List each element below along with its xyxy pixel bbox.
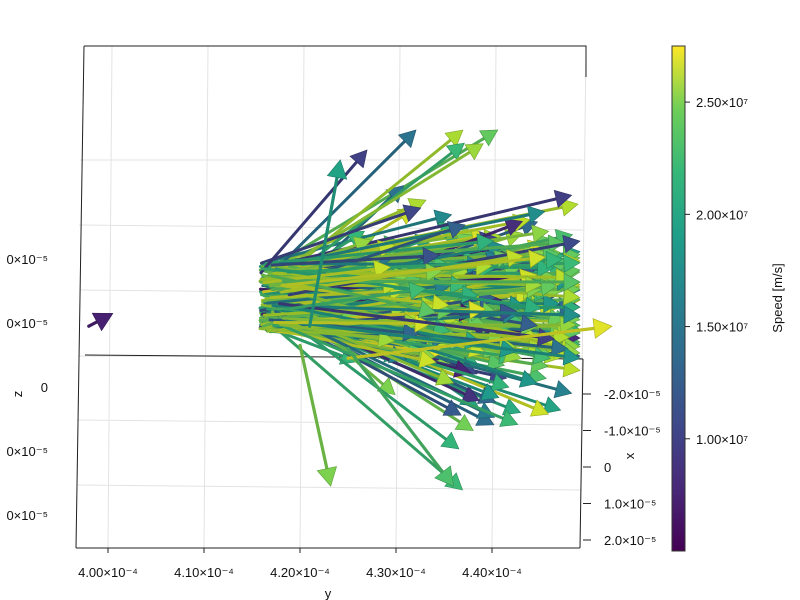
vector-arrow [298,343,337,487]
x-axis-tick-label: 0 [604,460,611,475]
colorbar-label: Speed [m/s] [770,263,785,332]
vector-field [258,129,581,491]
x-axis-tick-label: -1.0×10⁻⁵ [604,424,661,439]
colorbar-tick-label: 1.00×10⁷ [696,432,748,447]
vector-arrow [87,312,114,332]
colorbar-ticks: 1.00×10⁷ 1.50×10⁷ 2.00×10⁷ 2.50×10⁷ [685,95,748,447]
z-axis-label: z [10,391,25,398]
colorbar-tick-label: 2.50×10⁷ [696,95,748,110]
z-axis-ticks: 0×10⁻⁵ 0×10⁻⁵ 0 0×10⁻⁵ 0×10⁻⁵ [6,252,48,523]
y-axis-tick-label: 4.20×10⁻⁴ [270,565,330,580]
colorbar: 1.00×10⁷ 1.50×10⁷ 2.00×10⁷ 2.50×10⁷ Speed [… [671,45,785,552]
y-axis-ticks: 4.00×10⁻⁴ 4.10×10⁻⁴ 4.20×10⁻⁴ 4.30×10⁻⁴ 4.40… [78,548,522,580]
z-axis-tick-label: 0 [41,380,48,395]
x-axis-tick-label: -2.0×10⁻⁵ [604,387,661,402]
vector-arrow [346,347,454,487]
vector-arrow [270,274,437,319]
vector-arrow [280,324,519,427]
z-axis-tick-label: 0×10⁻⁵ [6,316,48,331]
vector-arrow [280,249,547,287]
z-axis-tick-label: 0×10⁻⁵ [6,252,48,267]
vector-arrow [259,149,368,275]
vector-arrow [264,233,495,266]
vector-arrow [285,143,484,268]
colorbar-gradient [671,45,686,552]
y-axis-tick-label: 4.40×10⁻⁴ [462,565,522,580]
vector-arrow [283,281,427,311]
vector-arrow [285,319,581,366]
vector-arrow [279,129,464,279]
vector-arrow [308,159,348,328]
y-axis-tick-label: 4.10×10⁻⁴ [174,565,234,580]
highlighted-vectors [87,159,613,487]
x-axis-tick-label: 2.0×10⁻⁵ [604,533,656,548]
y-axis-label: y [325,586,332,600]
vector-arrow [278,189,573,266]
vector-arrow [270,247,441,267]
vector-arrow [260,204,422,265]
vector-arrow [285,205,546,266]
colorbar-tick-label: 2.00×10⁷ [696,207,748,222]
colorbar-tick-label: 1.50×10⁷ [696,320,748,335]
x-axis-label: x [622,452,637,459]
y-axis-tick-label: 4.00×10⁻⁴ [78,565,138,580]
z-axis-tick-label: 0×10⁻⁵ [6,508,48,523]
vector-arrow [277,129,499,265]
x-axis-ticks: -2.0×10⁻⁵ -1.0×10⁻⁵ 0 1.0×10⁻⁵ 2.0×10⁻⁵ [583,387,661,548]
z-axis-tick-label: 0×10⁻⁵ [6,444,48,459]
y-axis-tick-label: 4.30×10⁻⁴ [366,565,426,580]
x-axis-tick-label: 1.0×10⁻⁵ [604,497,656,512]
vector-arrow [346,318,613,360]
